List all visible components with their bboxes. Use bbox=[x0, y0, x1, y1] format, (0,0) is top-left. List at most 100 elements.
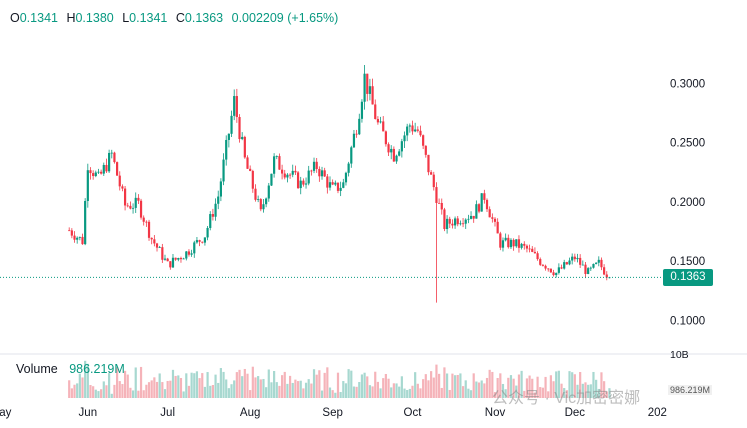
candle-body bbox=[387, 144, 390, 153]
candle-body bbox=[496, 221, 499, 234]
candle-body bbox=[568, 260, 571, 265]
volume-bar bbox=[318, 370, 321, 398]
volume-bar bbox=[499, 373, 502, 398]
volume-bar bbox=[507, 377, 510, 398]
volume-bar bbox=[203, 386, 207, 398]
volume-bar bbox=[246, 373, 249, 398]
candle-body bbox=[84, 200, 87, 245]
volume-bar bbox=[211, 385, 215, 398]
volume-bar bbox=[573, 374, 576, 398]
volume-bar bbox=[163, 389, 167, 398]
candle-body bbox=[304, 183, 308, 185]
volume-bar bbox=[291, 382, 294, 398]
volume-bar bbox=[238, 369, 241, 398]
candle-body bbox=[597, 259, 600, 263]
volume-bar bbox=[435, 364, 438, 398]
volume-bar bbox=[310, 383, 313, 398]
candle-body bbox=[171, 257, 175, 268]
volume-bar bbox=[115, 367, 119, 398]
volume-bar bbox=[563, 388, 566, 398]
volume-bar bbox=[273, 370, 276, 398]
candle-body bbox=[544, 265, 547, 269]
candle-body bbox=[592, 263, 595, 268]
candle-body bbox=[161, 247, 164, 260]
volume-bar bbox=[398, 386, 401, 398]
volume-bar bbox=[347, 369, 350, 398]
candle-body bbox=[382, 121, 385, 132]
candle-body bbox=[123, 188, 127, 206]
volume-bar bbox=[84, 360, 87, 398]
candle-body bbox=[363, 73, 366, 102]
candle-body bbox=[105, 164, 108, 172]
close-label: C bbox=[175, 11, 185, 25]
candle-body bbox=[395, 155, 398, 162]
volume-bar bbox=[70, 388, 73, 398]
candle-body bbox=[70, 230, 73, 236]
candle-body bbox=[600, 259, 603, 268]
volume-bar bbox=[201, 373, 204, 398]
volume-bar bbox=[560, 383, 563, 398]
candle-body bbox=[214, 203, 217, 217]
volume-bar bbox=[488, 369, 491, 398]
candle-body bbox=[483, 193, 486, 200]
volume-bar bbox=[491, 371, 494, 398]
time-tick-label: Jun bbox=[79, 407, 98, 419]
time-tick-label: Nov bbox=[485, 407, 506, 419]
candle-body bbox=[552, 272, 555, 276]
candle-body bbox=[427, 154, 430, 173]
volume-bar bbox=[387, 378, 390, 398]
volume-bar bbox=[233, 380, 236, 398]
candle-body bbox=[334, 182, 337, 185]
volume-bar bbox=[445, 373, 449, 398]
candle-body bbox=[265, 198, 268, 205]
volume-bar bbox=[595, 379, 598, 398]
volume-bar bbox=[155, 381, 159, 398]
volume-bar bbox=[358, 382, 361, 398]
time-tick-label: Oct bbox=[404, 407, 423, 419]
candle-body bbox=[243, 136, 246, 158]
volume-bar bbox=[275, 382, 278, 398]
volume-bar bbox=[68, 380, 71, 398]
candle-body bbox=[461, 223, 465, 225]
candle-body bbox=[302, 180, 305, 185]
candle-body bbox=[286, 174, 289, 178]
volume-bar bbox=[243, 368, 246, 398]
volume-bar bbox=[161, 382, 164, 398]
candle-body bbox=[467, 218, 470, 220]
volume-bar bbox=[352, 386, 356, 398]
candle-body bbox=[259, 199, 262, 210]
volume-bar bbox=[517, 374, 521, 398]
volume-label: Volume bbox=[16, 362, 58, 376]
volume-legend: Volume 986.219M bbox=[16, 362, 125, 376]
volume-bar bbox=[355, 386, 358, 398]
candle-body bbox=[358, 118, 361, 135]
volume-bar bbox=[528, 375, 531, 398]
candle-body bbox=[339, 187, 342, 191]
volume-bar bbox=[227, 388, 230, 398]
candle-body bbox=[315, 161, 318, 169]
volume-bar bbox=[262, 378, 265, 398]
volume-bar bbox=[131, 390, 135, 398]
candle-body bbox=[541, 264, 545, 266]
candle-body bbox=[438, 202, 441, 204]
candle-body bbox=[158, 247, 161, 248]
price-tick-label: 0.2000 bbox=[670, 197, 705, 209]
candle-body bbox=[155, 243, 159, 248]
volume-bar bbox=[605, 391, 608, 398]
candle-body bbox=[456, 218, 459, 225]
candle-body bbox=[408, 125, 411, 127]
volume-bar bbox=[475, 381, 478, 398]
volume-bar bbox=[320, 390, 324, 398]
volume-bar bbox=[331, 390, 334, 398]
candle-body bbox=[453, 218, 457, 226]
candle-body bbox=[182, 258, 185, 260]
volume-bar bbox=[342, 381, 345, 398]
volume-bar bbox=[97, 391, 100, 398]
candle-body bbox=[262, 204, 265, 210]
volume-bar bbox=[171, 369, 175, 398]
volume-bar bbox=[579, 371, 582, 398]
candle-body bbox=[352, 133, 356, 148]
volume-bar bbox=[608, 388, 611, 398]
watermark-text: 公众号 · Vic加密密娜 bbox=[492, 390, 641, 407]
